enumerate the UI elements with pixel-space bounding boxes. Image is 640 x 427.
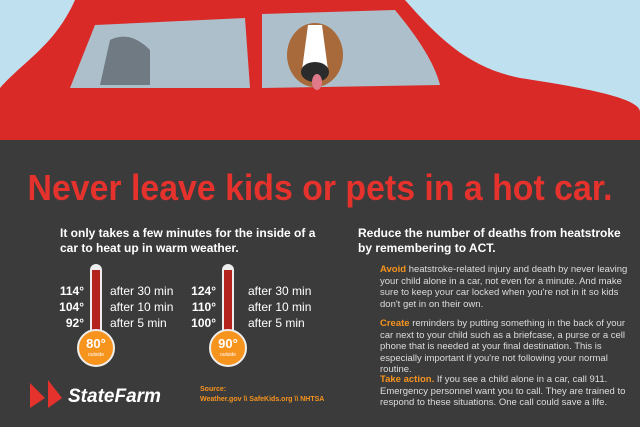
thermometer-fill [224,270,232,344]
outside-label: outside [219,352,237,358]
reading-time: after 30 min [248,284,312,298]
reading-time: after 10 min [248,300,312,314]
dog-tongue [312,74,322,90]
reading-temp: 110° [191,300,216,314]
tip-text: heatstroke-related injury and death by n… [380,264,628,310]
logo-mark [30,380,62,408]
tip: Create reminders by putting something in… [380,318,632,376]
seat [100,36,150,85]
brand: StateFarm [68,386,161,407]
reading-temp: 124° [191,284,216,298]
reading-time: after 30 min [110,284,174,298]
tip: Take action. If you see a child alone in… [380,374,632,409]
right-heading: Reduce the number of deaths from heatstr… [358,226,621,255]
thermometer-bulb [77,329,115,367]
left-heading: It only takes a few minutes for the insi… [60,226,316,255]
reading-temp: 104° [59,300,84,314]
reading-temp: 114° [59,284,84,298]
source-label: Source: [200,386,227,393]
title: Never leave kids or pets in a hot car. [28,167,613,208]
panel [0,140,640,427]
tip-lead: Avoid [380,264,407,275]
dog-blaze [302,25,328,70]
tip: Avoid heatstroke-related injury and deat… [380,264,632,310]
outside-temp: 90° [218,336,238,351]
reading-time: after 10 min [110,300,174,314]
dog-muzzle [301,62,329,82]
thermometer-bulb [209,329,247,367]
outside-label: outside [87,352,105,358]
tip-lead: Take action. [380,374,435,385]
tip-text: If you see a child alone in a car, call … [380,374,626,408]
tip-lead: Create [380,318,410,329]
sources: Weather.gov \\ SafeKids.org \\ NHTSA [200,396,325,403]
reading-temp: 100° [191,316,216,330]
reading-temp: 92° [65,316,84,330]
thermometer-fill [92,270,100,344]
outside-temp: 80° [86,336,106,351]
tip-text: reminders by putting something in the ba… [380,318,626,375]
reading-time: after 5 min [110,316,167,330]
reading-time: after 5 min [248,316,305,330]
rear-window [70,18,250,88]
